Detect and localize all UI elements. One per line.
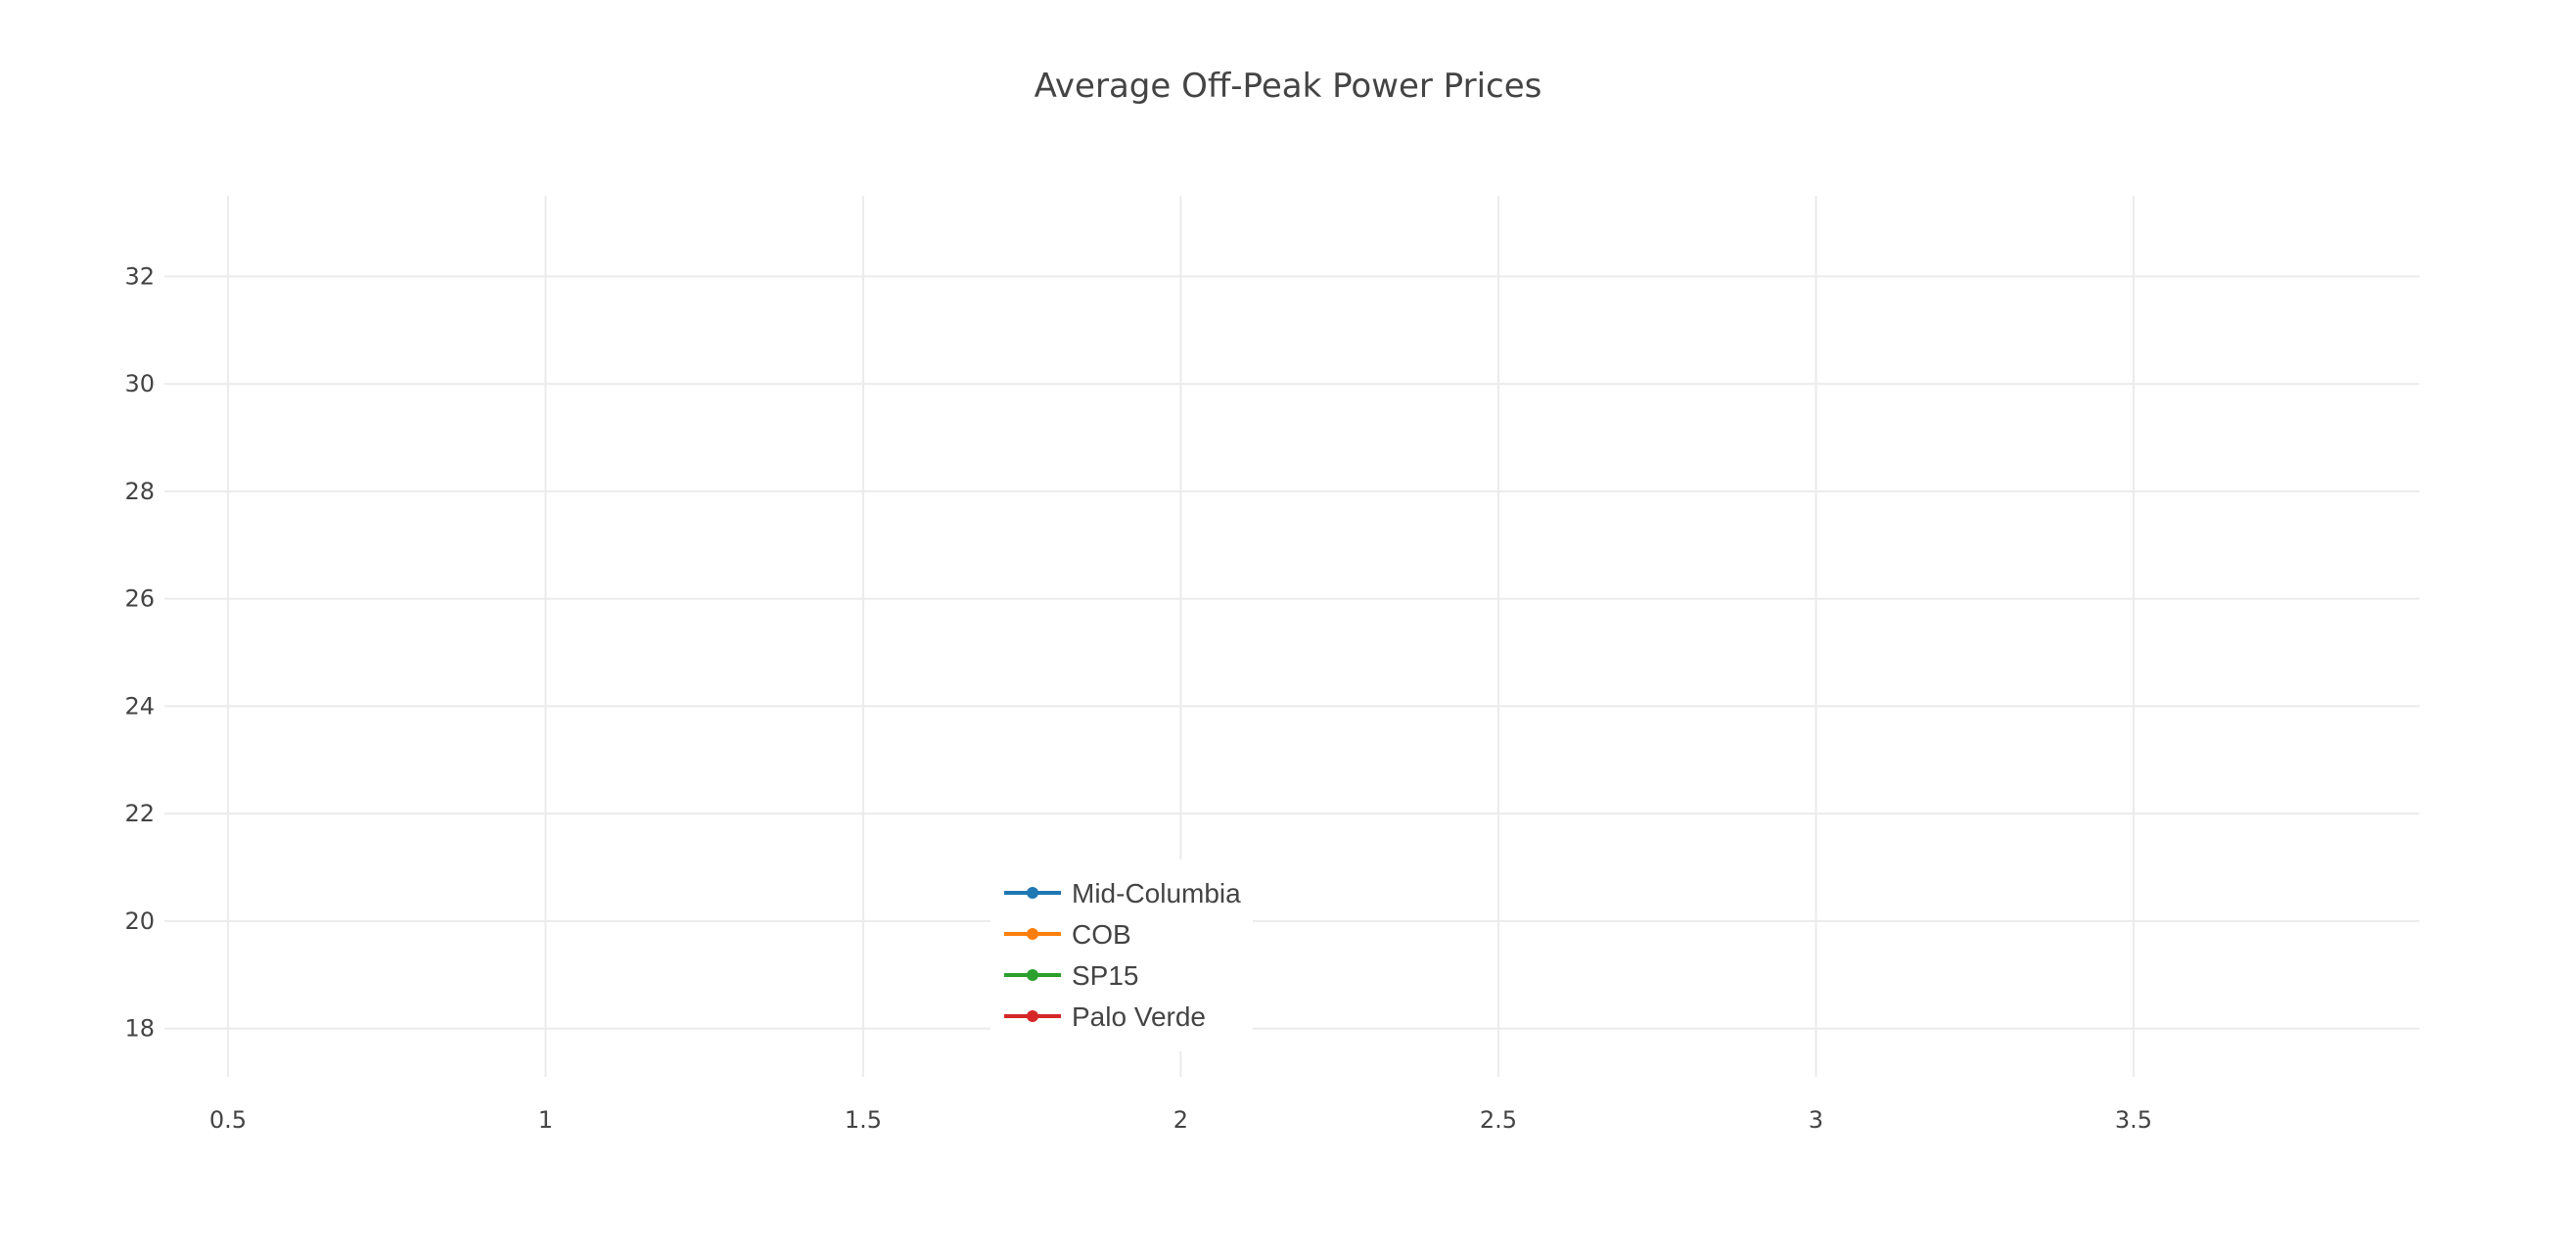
legend-label: SP15 (1072, 960, 1139, 991)
x-axis-tick-labels: 0.5 1 1.5 2 2.5 3 3.5 (209, 1106, 2152, 1134)
x-tick-label: 1.5 (845, 1106, 882, 1134)
x-tick-label: 2 (1173, 1106, 1188, 1134)
y-tick-label: 24 (124, 692, 155, 720)
legend-item: Mid-Columbia (1004, 878, 1241, 908)
y-axis-tick-labels: 18 20 22 24 26 28 30 32 (124, 262, 155, 1042)
y-tick-label: 18 (124, 1015, 155, 1043)
y-tick-label: 26 (124, 585, 155, 613)
y-tick-label: 28 (124, 478, 155, 505)
y-tick-label: 32 (124, 262, 155, 290)
legend-item: COB (1004, 919, 1131, 950)
x-tick-label: 3.5 (2115, 1106, 2152, 1134)
x-tick-label: 2.5 (1480, 1106, 1517, 1134)
legend-marker-swatch (1027, 887, 1038, 899)
legend: Mid-Columbia COB SP15 Palo Verde (990, 860, 1253, 1051)
legend-item: SP15 (1004, 960, 1139, 991)
x-tick-label: 1 (538, 1106, 553, 1134)
legend-marker-swatch (1027, 928, 1038, 940)
chart-title: Average Off-Peak Power Prices (1035, 67, 1542, 106)
legend-item: Palo Verde (1004, 1001, 1206, 1032)
legend-label: COB (1072, 919, 1131, 950)
x-gridlines (226, 196, 2135, 1077)
y-gridlines (164, 275, 2419, 1030)
y-tick-label: 30 (124, 370, 155, 397)
legend-label: Palo Verde (1072, 1001, 1206, 1032)
y-tick-label: 22 (124, 800, 155, 827)
legend-label: Mid-Columbia (1072, 878, 1241, 908)
legend-marker-swatch (1027, 969, 1038, 981)
y-tick-label: 20 (124, 908, 155, 935)
legend-marker-swatch (1027, 1010, 1038, 1022)
x-tick-label: 3 (1809, 1106, 1823, 1134)
x-tick-label: 0.5 (209, 1106, 247, 1134)
